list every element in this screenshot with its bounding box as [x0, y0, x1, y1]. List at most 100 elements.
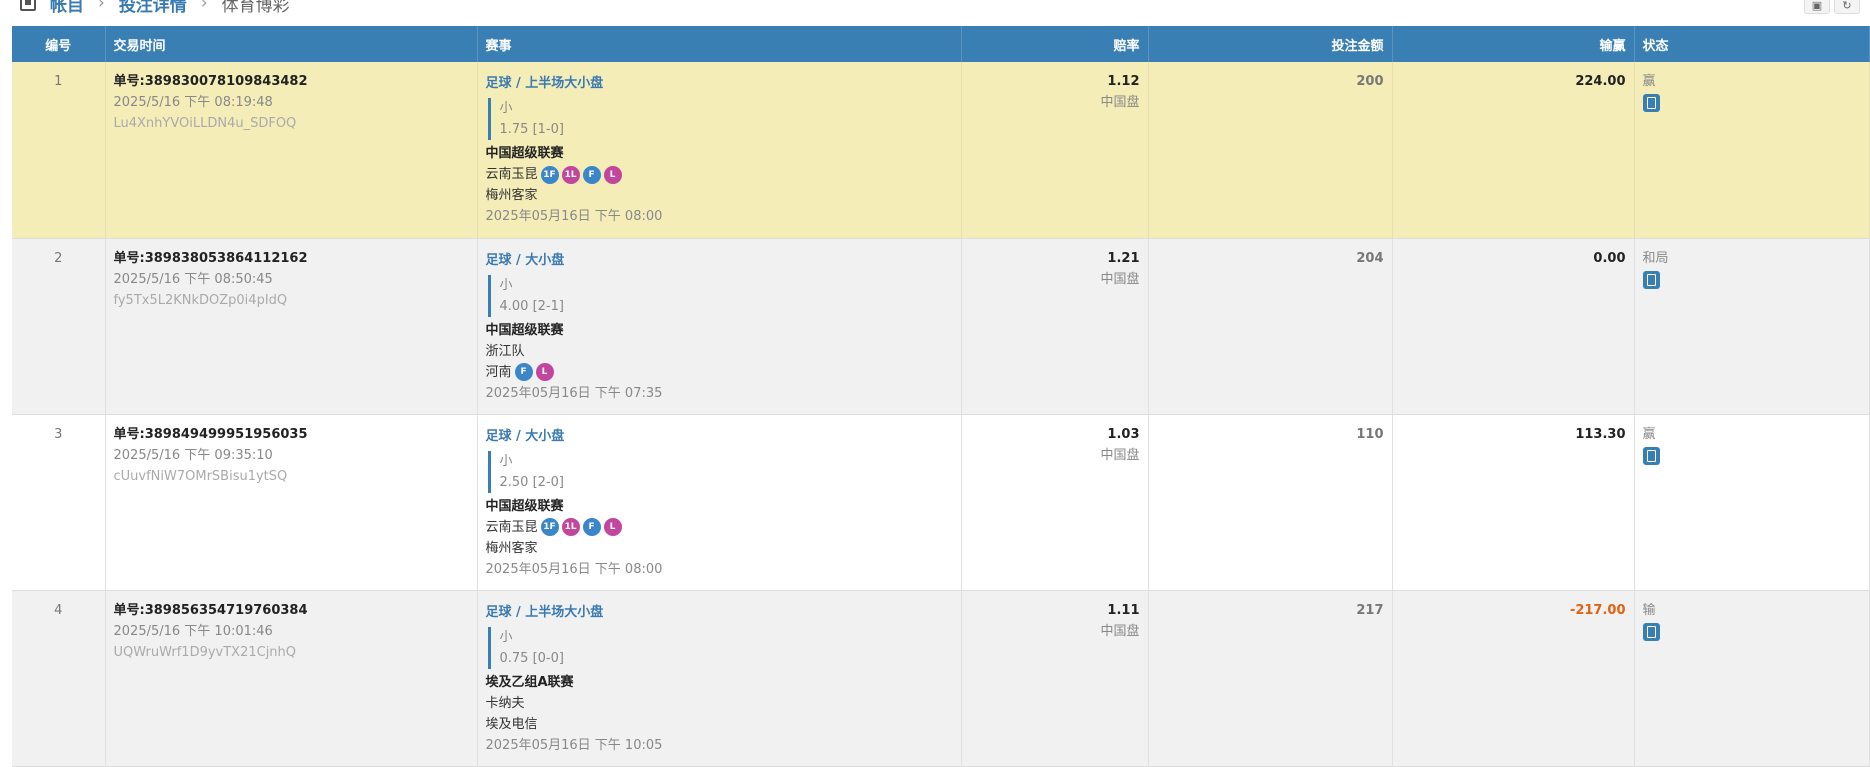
transaction-time: 2025/5/16 下午 08:19:48: [113, 95, 273, 110]
breadcrumb: 帐目 › 投注详情 › 体育博彩: [20, 0, 290, 16]
row-number: 1: [12, 62, 106, 239]
transaction-code: cUuvfNiW7OMrSBisu1ytSQ: [113, 468, 288, 484]
col-header-stake[interactable]: 投注金额: [1148, 26, 1393, 62]
badge-l-icon: L: [603, 518, 622, 536]
home-team-name: 云南玉昆: [485, 167, 538, 182]
match-time: 2025年05月16日 下午 07:35: [485, 385, 663, 401]
transaction-code: UQWruWrf1D9yvTX21CjnhQ: [113, 644, 297, 660]
badge-l-icon: L: [603, 165, 622, 184]
odds-cell: 1.12 中国盘: [961, 62, 1149, 239]
order-number: 单号:389849499951956035: [113, 426, 308, 442]
status-text: 输: [1642, 602, 1656, 618]
row-number: 3: [12, 414, 106, 591]
bet-slip-icon[interactable]: [1642, 270, 1660, 289]
market-link[interactable]: 足球 / 上半场大小盘: [485, 76, 604, 91]
transaction-cell: 单号:389856354719760384 2025/5/16 下午 10:01…: [105, 590, 478, 767]
home-team-name: 浙江队: [485, 343, 525, 359]
away-team: 梅州客家: [486, 538, 953, 559]
away-team: 埃及电信: [486, 714, 953, 735]
table-header: 编号 交易时间 赛事 赔率 投注金额 输赢 状态: [12, 26, 1870, 62]
result-amount: 113.30: [1575, 426, 1626, 442]
transaction-code: Lu4XnhYVOiLLDN4u_SDFOQ: [113, 116, 297, 131]
order-number: 单号:389830078109843482: [113, 74, 308, 89]
home-team: 卡纳夫: [486, 693, 953, 714]
breadcrumb-separator: ›: [98, 0, 105, 13]
transaction-time: 2025/5/16 下午 08:50:45: [113, 271, 273, 287]
selection: 小 0.75 [0-0]: [487, 626, 953, 669]
badge-l-icon: L: [535, 363, 554, 381]
table-row: 3 单号:389849499951956035 2025/5/16 下午 09:…: [12, 414, 1870, 591]
stake-amount: 217: [1148, 590, 1393, 767]
col-header-result[interactable]: 输赢: [1392, 26, 1635, 62]
league-name: 中国超级联赛: [485, 498, 564, 514]
badge-1f-icon: 1F: [540, 518, 559, 536]
match-time: 2025年05月16日 下午 10:05: [485, 737, 663, 753]
home-team-name: 卡纳夫: [485, 695, 525, 711]
col-header-event[interactable]: 赛事: [477, 26, 962, 62]
odds-cell: 1.21 中国盘: [961, 238, 1149, 415]
transaction-cell: 单号:389838053864112162 2025/5/16 下午 08:50…: [105, 238, 478, 415]
badge-1l-icon: 1L: [561, 165, 580, 184]
badge-f-icon: F: [582, 518, 601, 536]
bet-slip-icon[interactable]: [1642, 622, 1660, 641]
status-text: 赢: [1642, 426, 1656, 442]
result-cell: 0.00: [1392, 238, 1635, 415]
status-text: 和局: [1642, 250, 1669, 266]
badge-f-icon: F: [514, 363, 533, 381]
league-name: 埃及乙组A联赛: [485, 674, 574, 690]
col-header-odds[interactable]: 赔率: [961, 26, 1149, 62]
away-team-name: 河南: [485, 364, 512, 380]
selection-line: 0.75 [0-0]: [499, 650, 564, 666]
market-link[interactable]: 足球 / 大小盘: [485, 252, 565, 268]
stake-amount: 204: [1148, 238, 1393, 415]
odds-type: 中国盘: [1100, 271, 1140, 287]
transaction-cell: 单号:389849499951956035 2025/5/16 下午 09:35…: [105, 414, 478, 591]
home-team: 浙江队: [486, 341, 953, 362]
status-text: 赢: [1642, 74, 1656, 89]
selection: 小 1.75 [1-0]: [487, 98, 953, 140]
result-amount: 224.00: [1575, 74, 1626, 89]
bet-slip-icon[interactable]: [1642, 446, 1660, 465]
selection: 小 2.50 [2-0]: [487, 450, 953, 493]
toolbar: ▣ ↻: [1804, 0, 1860, 14]
away-team: 河南 F L: [486, 362, 953, 383]
print-icon[interactable]: ▣: [1804, 0, 1830, 14]
table-row: 2 单号:389838053864112162 2025/5/16 下午 08:…: [12, 238, 1870, 415]
col-header-no[interactable]: 编号: [12, 26, 106, 62]
home-team: 云南玉昆 1F 1L F L: [486, 164, 953, 185]
status-cell: 赢: [1634, 414, 1870, 591]
selection-pick: 小: [499, 453, 513, 469]
result-cell: 113.30: [1392, 414, 1635, 591]
match-time: 2025年05月16日 下午 08:00: [485, 561, 663, 577]
bet-slip-icon[interactable]: [1642, 94, 1660, 112]
home-team-name: 云南玉昆: [485, 519, 538, 535]
selection-line: 1.75 [1-0]: [499, 122, 564, 137]
result-amount: 0.00: [1593, 250, 1626, 266]
away-team-name: 埃及电信: [485, 716, 538, 732]
badge-1l-icon: 1L: [561, 518, 580, 536]
col-header-status[interactable]: 状态: [1634, 26, 1870, 62]
odds-type: 中国盘: [1100, 95, 1140, 110]
selection: 小 4.00 [2-1]: [487, 274, 953, 317]
result-cell: 224.00: [1392, 62, 1635, 239]
selection-pick: 小: [499, 277, 513, 293]
market-link[interactable]: 足球 / 上半场大小盘: [485, 604, 604, 620]
result-cell: -217.00: [1392, 590, 1635, 767]
selection-pick: 小: [499, 629, 513, 645]
selection-pick: 小: [499, 101, 513, 116]
refresh-icon[interactable]: ↻: [1834, 0, 1860, 14]
col-header-time[interactable]: 交易时间: [105, 26, 478, 62]
row-number: 4: [12, 590, 106, 767]
away-team: 梅州客家: [486, 185, 953, 206]
league-name: 中国超级联赛: [485, 322, 564, 338]
market-link[interactable]: 足球 / 大小盘: [485, 428, 565, 444]
transaction-code: fy5Tx5L2KNkDOZp0i4pIdQ: [113, 292, 288, 308]
odds-cell: 1.11 中国盘: [961, 590, 1149, 767]
selection-line: 4.00 [2-1]: [499, 298, 564, 314]
breadcrumb-link-bet-details[interactable]: 投注详情: [118, 0, 187, 16]
league-name: 中国超级联赛: [485, 146, 564, 161]
away-team-name: 梅州客家: [485, 540, 538, 556]
breadcrumb-link-accounts[interactable]: 帐目: [50, 0, 84, 16]
order-number: 单号:389856354719760384: [113, 602, 308, 618]
stake-amount: 200: [1148, 62, 1393, 239]
